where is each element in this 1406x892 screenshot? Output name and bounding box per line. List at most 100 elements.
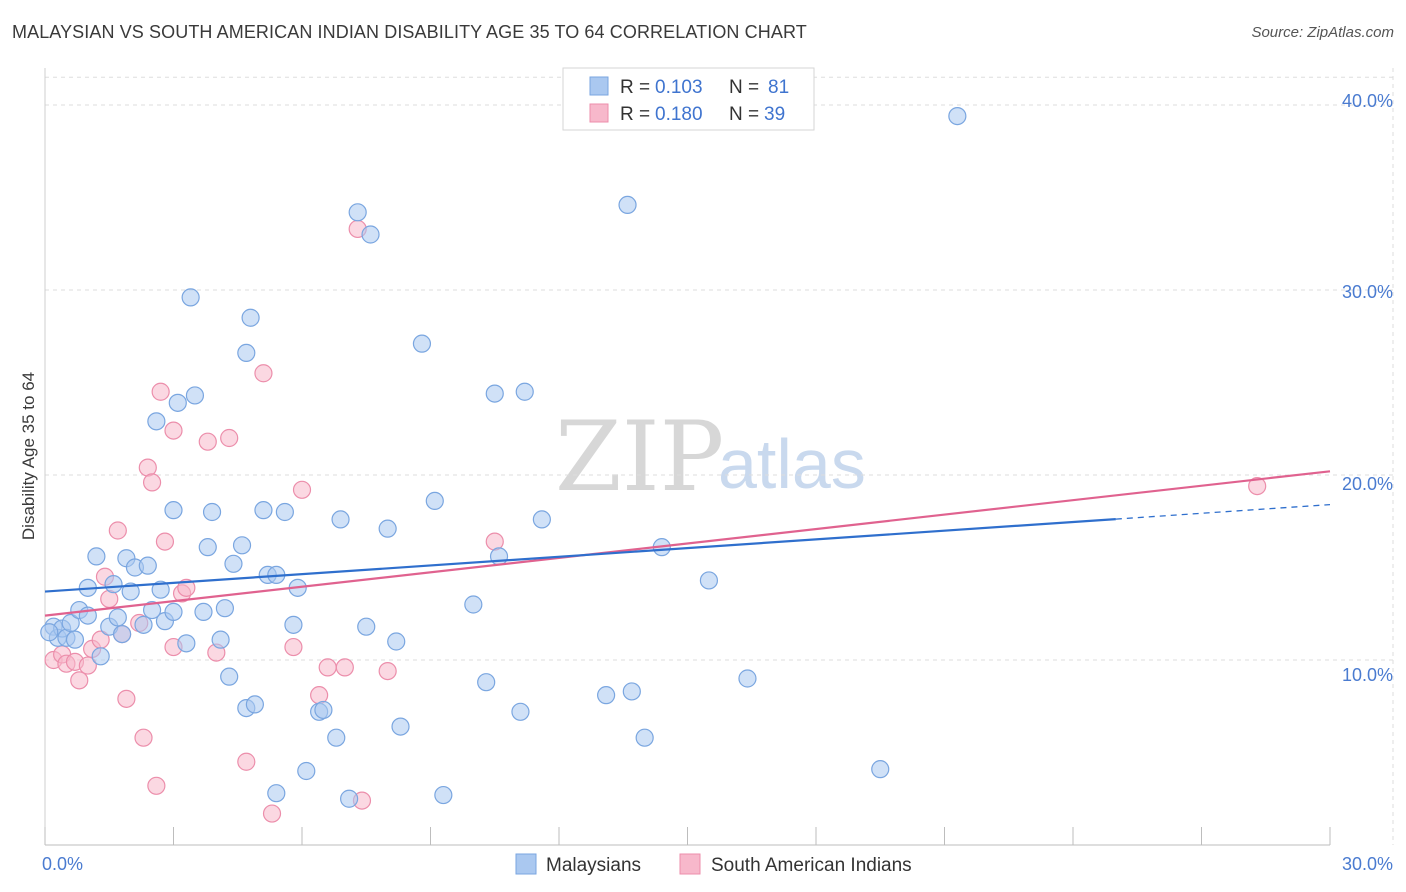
legend-swatch-sai	[589, 103, 609, 123]
malaysians-point-46	[284, 615, 303, 634]
malaysians-point-32	[211, 630, 230, 649]
malaysians-point-4	[61, 613, 80, 633]
malaysians-point-40	[245, 695, 264, 714]
watermark: ZIP atlas	[555, 401, 866, 513]
sai-point-14	[134, 728, 153, 747]
legend-n-label-2: N =	[729, 104, 759, 125]
malaysians-point-79	[40, 623, 59, 642]
malaysians-point-28	[185, 386, 205, 405]
malaysians-point-51	[327, 728, 346, 747]
malaysians-point-69	[532, 510, 551, 529]
malaysians-point-80	[65, 630, 85, 649]
malaysians-point-55	[357, 617, 376, 636]
malaysians-point-62	[434, 785, 453, 805]
malaysians-point-45	[275, 502, 294, 522]
malaysians-point-41	[254, 501, 273, 520]
malaysians-point-59	[391, 717, 410, 736]
malaysians-point-68	[515, 382, 534, 401]
malaysians-point-77	[871, 760, 890, 779]
malaysians-point-27	[181, 288, 200, 307]
malaysians-point-58	[387, 632, 406, 651]
malaysians-point-39	[241, 308, 260, 327]
watermark-atlas: atlas	[718, 425, 866, 503]
chart-title: MALAYSIAN VS SOUTH AMERICAN INDIAN DISAB…	[12, 22, 807, 42]
sai-point-33	[318, 658, 337, 677]
malaysians-point-48	[297, 761, 316, 781]
malaysians-trend-line	[44, 517, 1116, 593]
sai-point-20	[164, 421, 183, 440]
bottom-legend-swatch-malaysians	[515, 853, 537, 875]
sai-point-34	[335, 658, 354, 677]
malaysians-point-34	[220, 667, 239, 686]
malaysians-point-31	[202, 502, 222, 522]
sai-point-17	[147, 776, 166, 795]
legend-r-label-1: R =	[620, 77, 650, 98]
malaysians-point-26	[177, 634, 196, 653]
malaysians-point-71	[618, 195, 637, 214]
malaysians-point-50	[314, 700, 333, 720]
sai-point-27	[237, 752, 256, 771]
x-axis-ticks	[44, 827, 1331, 845]
legend-r-label-2: R =	[620, 104, 650, 125]
malaysians-point-64	[477, 673, 496, 692]
malaysians-point-67	[511, 702, 530, 721]
y-tick-label-30: 30.0%	[1342, 282, 1393, 302]
correlation-legend: R = 0.103 N = 81 R = 0.180 N = 39	[562, 67, 815, 131]
sai-point-16	[142, 473, 162, 492]
sai-point-24	[198, 432, 217, 451]
sai-point-31	[292, 480, 312, 499]
malaysians-point-21	[151, 580, 170, 599]
malaysians-point-56	[361, 225, 380, 244]
sai-point-37	[378, 661, 397, 681]
malaysians-point-30	[198, 538, 217, 557]
y-tick-label-40: 40.0%	[1342, 91, 1393, 111]
bottom-legend-swatch-sai	[679, 853, 701, 875]
trend-lines	[44, 470, 1331, 617]
malaysians-point-53	[340, 789, 359, 808]
bottom-legend-malaysians: Malaysians	[546, 855, 641, 876]
malaysians-point-72	[622, 682, 641, 701]
malaysians-point-73	[635, 728, 654, 747]
sai-point-5	[78, 656, 97, 675]
malaysians-point-57	[378, 519, 397, 538]
sai-point-19	[155, 532, 175, 551]
watermark-zip: ZIP	[555, 401, 724, 513]
y-axis-label: Disability Age 35 to 64	[19, 372, 38, 540]
malaysians-point-66	[489, 547, 509, 566]
source-note: Source: ZipAtlas.com	[1251, 24, 1394, 41]
x-tick-label-0: 0.0%	[42, 854, 83, 874]
malaysians-point-70	[597, 686, 616, 705]
legend-swatch-malaysians	[589, 76, 609, 96]
malaysians-point-17	[134, 615, 153, 634]
y-tick-label-10: 10.0%	[1342, 665, 1393, 685]
sai-trend-line	[44, 470, 1331, 617]
bottom-legend-sai: South American Indians	[711, 855, 912, 876]
legend-n-value-1: 81	[768, 77, 789, 98]
series-legend: Malaysians South American Indians	[515, 853, 912, 876]
malaysians-point-36	[232, 536, 252, 555]
sai-point-23	[177, 578, 196, 597]
series-malaysians	[40, 106, 967, 808]
malaysians-point-24	[164, 602, 183, 622]
sai-point-12	[117, 689, 136, 708]
malaysians-point-75	[699, 571, 719, 590]
malaysians-point-20	[147, 412, 166, 431]
sai-point-28	[254, 364, 273, 383]
malaysians-point-61	[425, 491, 444, 510]
legend-n-label-1: N =	[729, 77, 759, 98]
malaysians-point-35	[224, 554, 243, 573]
legend-r-value-1: 0.103	[655, 77, 703, 98]
malaysians-point-8	[87, 547, 106, 566]
malaysians-point-11	[104, 575, 123, 594]
sai-point-39	[1248, 477, 1267, 496]
sai-point-30	[284, 637, 303, 657]
malaysians-point-33	[215, 599, 234, 618]
malaysians-trend-extension	[1115, 503, 1331, 520]
y-tick-label-20: 20.0%	[1342, 474, 1393, 494]
sai-point-4	[70, 671, 89, 690]
malaysians-point-18	[138, 556, 157, 575]
malaysians-point-15	[121, 582, 140, 601]
malaysians-point-63	[464, 595, 483, 614]
malaysians-point-9	[91, 647, 110, 666]
